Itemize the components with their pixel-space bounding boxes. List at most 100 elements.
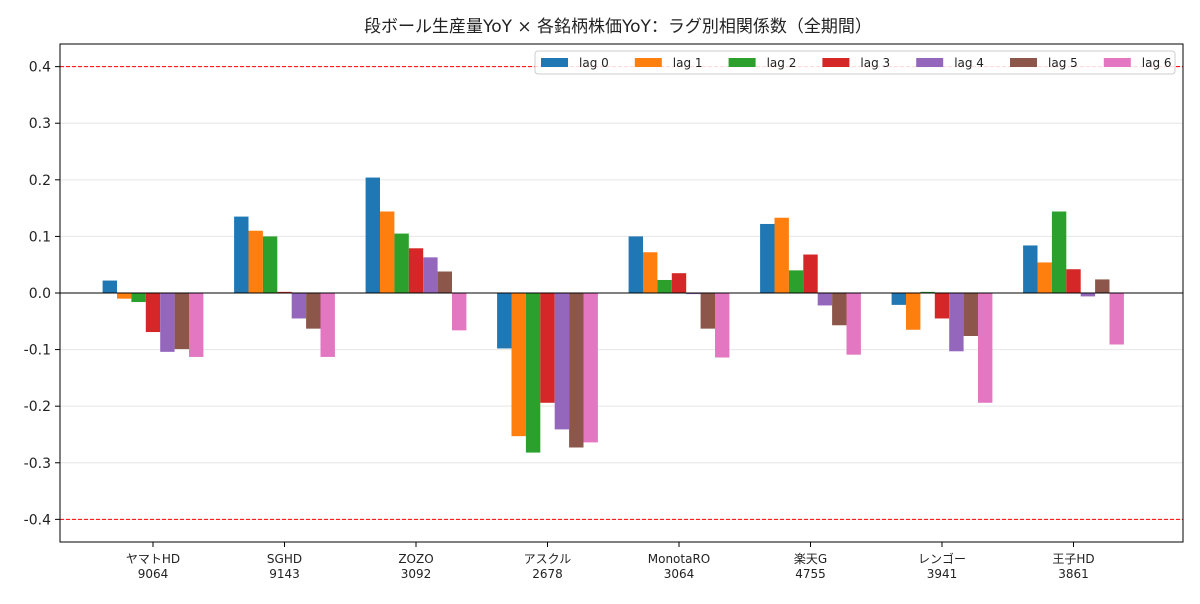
legend-swatch — [822, 58, 850, 67]
x-tick-label-name: 楽天G — [794, 552, 827, 566]
bar-lag-5 — [1095, 279, 1110, 293]
bar-lag-5 — [174, 293, 189, 350]
bar-lag-2 — [525, 293, 541, 453]
y-tick-label: 0.1 — [29, 229, 51, 245]
x-tick-label-name: SGHD — [267, 552, 302, 566]
bar-lag-2 — [1051, 211, 1067, 293]
plot-frame — [59, 43, 1184, 543]
bar-lag-3 — [1066, 269, 1081, 293]
bar-lag-1 — [906, 293, 921, 330]
bar-lag-1 — [774, 217, 789, 293]
bar-lag-3 — [803, 254, 818, 293]
bar-lag-0 — [365, 177, 380, 293]
bar-lag-1 — [380, 211, 395, 293]
bar-lag-1 — [511, 293, 526, 437]
x-tick-label-code: 3092 — [401, 567, 432, 581]
bar-lag-0 — [102, 280, 117, 293]
bar-lag-3 — [145, 293, 161, 333]
y-tick-label: -0.4 — [24, 512, 51, 528]
bar-lag-2 — [920, 291, 935, 293]
bar-lag-6 — [1109, 293, 1124, 345]
bar-lag-4 — [423, 257, 438, 293]
bars-layer — [102, 177, 1124, 453]
legend-swatch — [634, 58, 662, 67]
bar-lag-6 — [715, 293, 730, 358]
legend-label: lag 5 — [1048, 56, 1078, 70]
x-tick-label-name: MonotaRO — [648, 552, 710, 566]
x-tick-label-name: アスクル — [524, 552, 572, 566]
x-tick-label-code: 3064 — [664, 567, 695, 581]
bar-lag-5 — [306, 293, 321, 329]
bar-lag-4 — [949, 293, 964, 352]
legend-label: lag 1 — [673, 56, 703, 70]
legend-label: lag 0 — [579, 56, 609, 70]
bar-lag-1 — [643, 252, 658, 293]
bar-lag-4 — [554, 293, 570, 430]
bar-lag-1 — [117, 293, 132, 299]
x-tick-label-code: 9064 — [138, 567, 169, 581]
bar-lag-5 — [437, 271, 452, 293]
bar-lag-4 — [291, 293, 307, 319]
bar-lag-1 — [1037, 262, 1052, 293]
x-tick-label-code: 3941 — [927, 567, 958, 581]
bar-lag-0 — [628, 236, 643, 293]
bar-lag-6 — [452, 293, 467, 331]
bar-lag-4 — [1080, 293, 1096, 297]
bar-lag-5 — [963, 293, 978, 337]
bar-lag-5 — [569, 293, 584, 448]
legend-swatch — [1103, 58, 1131, 67]
legend-box — [534, 50, 1176, 75]
bar-lag-6 — [189, 293, 204, 357]
bar-lag-3 — [934, 293, 950, 319]
bar-lag-5 — [832, 293, 847, 326]
y-tick-label: 0.3 — [29, 116, 51, 132]
bar-lag-6 — [583, 293, 598, 443]
x-tick-label-name: 王子HD — [1052, 552, 1094, 566]
bar-lag-4 — [686, 293, 701, 295]
bar-lag-1 — [248, 230, 263, 293]
y-tick-label: 0.2 — [29, 173, 51, 189]
bar-lag-3 — [277, 291, 292, 293]
bar-lag-3 — [671, 273, 687, 293]
bar-lag-3 — [408, 248, 424, 293]
y-tick-label: -0.1 — [24, 343, 51, 359]
bar-lag-4 — [817, 293, 833, 306]
y-tick-label: -0.2 — [24, 399, 51, 415]
bar-lag-6 — [846, 293, 861, 355]
bar-lag-2 — [131, 293, 146, 303]
axes-layer: -0.4 -0.3 -0.2 -0.1 0.0 0.1 0.2 0.3 0.4 ヤマトHD9064… — [24, 43, 1184, 581]
legend-swatch — [916, 58, 944, 67]
legend: lag 0 lag 1 lag 2 lag 3 lag 4 lag 5 lag 6 — [534, 50, 1176, 75]
bar-lag-2 — [394, 233, 409, 293]
legend-label: lag 6 — [1142, 56, 1172, 70]
x-tick-label-code: 3861 — [1058, 567, 1089, 581]
bar-lag-6 — [320, 293, 335, 357]
bar-lag-2 — [657, 279, 672, 293]
bar-lag-6 — [978, 293, 993, 403]
x-tick-label-code: 2678 — [532, 567, 563, 581]
bar-lag-2 — [262, 236, 278, 293]
x-tick-label-code: 9143 — [269, 567, 300, 581]
bar-lag-2 — [788, 270, 804, 293]
legend-label: lag 4 — [954, 56, 984, 70]
legend-label: lag 3 — [860, 56, 890, 70]
bar-lag-0 — [234, 216, 249, 293]
bar-lag-0 — [891, 293, 906, 305]
bar-lag-4 — [160, 293, 175, 352]
bar-lag-0 — [1023, 245, 1038, 293]
bar-lag-5 — [700, 293, 715, 329]
x-tick-label-name: レンゴー — [918, 551, 966, 566]
y-tick-label: 0.4 — [29, 60, 51, 76]
y-tick-label: 0.0 — [29, 286, 51, 302]
legend-label: lag 2 — [767, 56, 797, 70]
y-tick-label: -0.3 — [24, 456, 51, 472]
legend-swatch — [541, 58, 568, 67]
bar-lag-0 — [497, 293, 512, 349]
legend-swatch — [1010, 58, 1037, 67]
chart-title: 段ボール生産量YoY × 各銘柄株価YoY：ラグ別相関係数（全期間） — [364, 17, 872, 37]
bar-lag-0 — [760, 223, 775, 293]
bar-lag-3 — [540, 293, 555, 403]
x-tick-label-code: 4755 — [795, 567, 826, 581]
